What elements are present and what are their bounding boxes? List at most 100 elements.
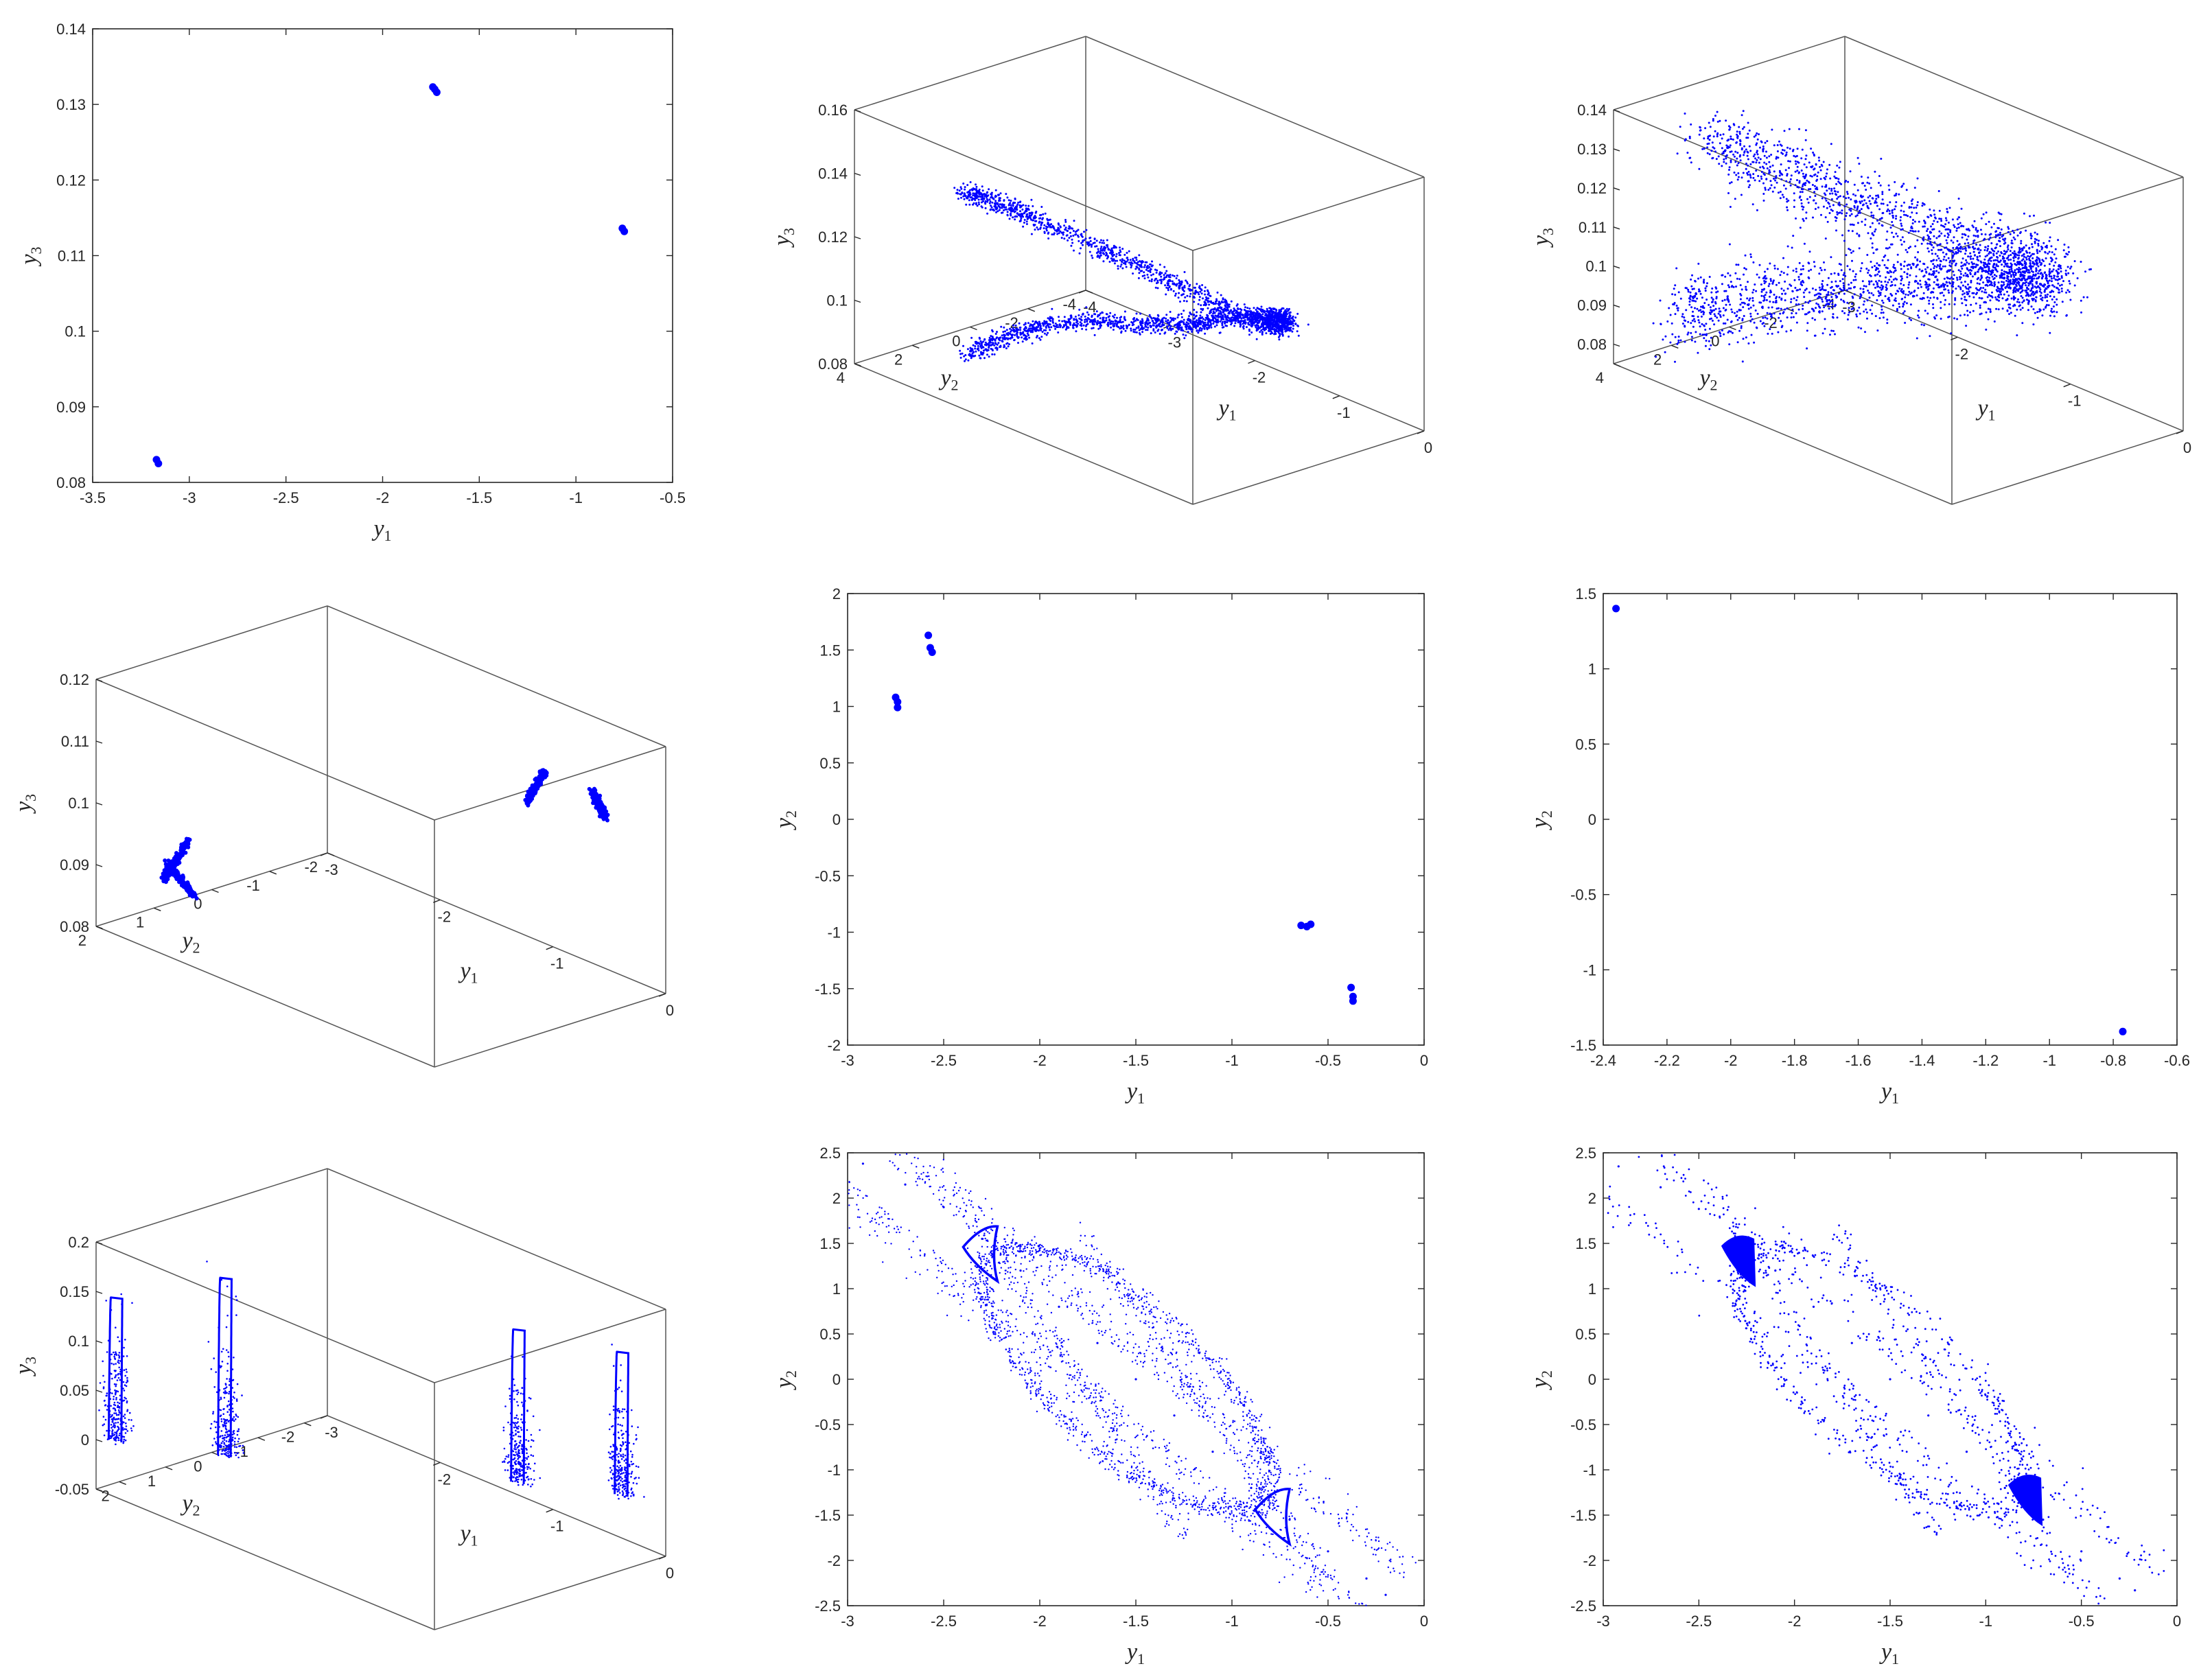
data-point (1235, 320, 1237, 323)
data-point (1908, 290, 1911, 293)
data-point (1208, 303, 1211, 306)
data-point (1999, 237, 2001, 239)
data-point (2072, 272, 2075, 274)
data-point (1964, 281, 1966, 283)
data-point (1266, 318, 1268, 321)
data-point (1165, 293, 1167, 296)
data-point (970, 336, 973, 339)
data-point (1091, 257, 1094, 259)
y-tick (970, 326, 977, 331)
y-tick-label: 2 (1653, 351, 1662, 368)
data-point (1074, 231, 1077, 233)
data-point (1204, 319, 1207, 321)
data-point (1930, 273, 1933, 276)
data-point (1679, 297, 1682, 300)
data-point (1856, 309, 1859, 312)
data-point (1784, 308, 1786, 311)
data-point (1881, 305, 1883, 308)
data-point (1177, 324, 1180, 327)
data-point (1878, 264, 1881, 267)
box-edge (1844, 290, 2184, 432)
y-tick (1729, 326, 1736, 331)
data-point (1020, 217, 1023, 220)
data-point (1708, 327, 1711, 330)
data-point (1932, 303, 1934, 305)
data-point (1835, 280, 1837, 283)
data-point (1932, 287, 1935, 290)
data-point (1164, 272, 1167, 274)
data-point (2059, 284, 2061, 287)
data-point (2031, 253, 2034, 255)
data-point (1116, 316, 1118, 319)
data-point (1935, 283, 1938, 286)
z-tick (1613, 343, 1620, 347)
data-point (1183, 285, 1186, 288)
data-point (1715, 288, 1718, 290)
data-point (2041, 314, 2044, 317)
data-point (1972, 267, 1975, 270)
data-point (1690, 336, 1693, 338)
data-point (1880, 312, 1883, 314)
data-point (1150, 278, 1153, 281)
data-point (1942, 258, 1945, 261)
data-point (2032, 294, 2035, 296)
data-point (2031, 298, 2034, 300)
data-point (1738, 309, 1741, 312)
data-point (1995, 263, 1998, 266)
data-point (2040, 263, 2042, 266)
data-point (1110, 251, 1113, 254)
data-point (1197, 325, 1200, 327)
data-point (1064, 229, 1067, 231)
data-point (1084, 237, 1087, 240)
data-point (966, 348, 969, 351)
data-point (1955, 262, 1957, 265)
data-point (1113, 314, 1116, 316)
data-point (1940, 284, 1943, 287)
data-point (1039, 214, 1041, 217)
data-point (1005, 342, 1008, 345)
data-point (1652, 322, 1655, 325)
data-point (992, 208, 995, 211)
data-point (1095, 310, 1098, 313)
data-point (1784, 292, 1787, 295)
data-point (1699, 276, 1702, 279)
data-point (1999, 274, 2001, 277)
data-point (1019, 329, 1022, 331)
data-point (1009, 338, 1012, 340)
data-point (1760, 283, 1762, 286)
data-point (1765, 291, 1768, 294)
data-point (1272, 324, 1274, 327)
x-axis-label: y1 (371, 516, 391, 544)
data-point (1177, 296, 1180, 299)
data-point (1229, 320, 1232, 323)
data-point (1713, 309, 1715, 312)
data-point (1794, 287, 1797, 289)
data-point (2016, 301, 2018, 303)
data-point (1284, 326, 1286, 329)
data-point (2018, 281, 2021, 284)
data-point (1727, 272, 1730, 274)
data-point (1179, 301, 1181, 303)
data-point (1189, 292, 1192, 295)
data-point (1762, 316, 1765, 319)
data-point (1876, 282, 1878, 285)
data-point (1235, 312, 1237, 314)
data-point (1163, 332, 1166, 335)
data-point (1091, 255, 1093, 257)
data-point (2068, 250, 2070, 253)
data-point (2021, 267, 2024, 270)
data-point (1063, 237, 1066, 240)
data-point (1882, 301, 1885, 304)
data-point (1182, 333, 1185, 336)
data-point (962, 183, 965, 185)
data-point (1280, 310, 1282, 313)
data-point (976, 191, 979, 194)
data-point (1156, 325, 1159, 328)
data-point (1943, 285, 1946, 288)
data-point (975, 342, 978, 345)
data-point (1735, 315, 1738, 318)
data-point (1224, 322, 1226, 325)
data-point (1886, 318, 1889, 321)
data-point (1900, 290, 1902, 292)
data-point (1664, 351, 1666, 353)
